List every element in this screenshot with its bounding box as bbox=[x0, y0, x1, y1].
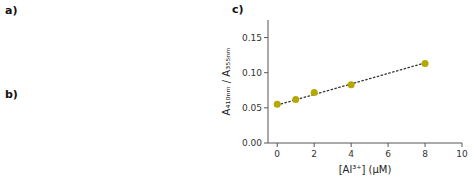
x-tick-label: 6 bbox=[385, 149, 391, 159]
x-tick bbox=[388, 143, 389, 147]
x-tick bbox=[314, 143, 315, 147]
scatter-point bbox=[311, 89, 318, 96]
panel-label: a) bbox=[5, 4, 17, 17]
y-tick-label: 0.10 bbox=[242, 68, 262, 78]
x-tick-label: 10 bbox=[456, 149, 468, 159]
y-tick bbox=[264, 72, 268, 73]
y-tick-label: 0.00 bbox=[242, 138, 262, 148]
x-tick-label: 2 bbox=[311, 149, 317, 159]
x-axis-line bbox=[268, 143, 462, 144]
panel-label: c) bbox=[232, 3, 244, 16]
y-tick bbox=[264, 143, 268, 144]
x-tick-label: 4 bbox=[348, 149, 354, 159]
plot-area bbox=[274, 60, 429, 108]
y-tick bbox=[264, 107, 268, 108]
scatter-point bbox=[274, 101, 281, 108]
y-tick-label: 0.15 bbox=[242, 33, 262, 43]
x-tick-label: 0 bbox=[274, 149, 280, 159]
scatter-point bbox=[348, 81, 355, 88]
x-tick bbox=[425, 143, 426, 147]
x-axis-label: [Al³⁺] (μM) bbox=[339, 164, 392, 175]
fit-line bbox=[277, 63, 425, 105]
scatter-point bbox=[422, 60, 429, 67]
x-tick-label: 8 bbox=[422, 149, 428, 159]
chart: 0 2 4 6 8 10 0.00 0.05 0.10 0.15 [Al³⁺] (μM) A₄₁₀ₙₘ… bbox=[0, 0, 474, 179]
scatter-point bbox=[292, 96, 299, 103]
x-tick bbox=[277, 143, 278, 147]
x-tick bbox=[462, 143, 463, 147]
y-tick bbox=[264, 37, 268, 38]
y-tick-label: 0.05 bbox=[242, 103, 262, 113]
panel-label: b) bbox=[5, 88, 18, 101]
x-tick bbox=[351, 143, 352, 147]
y-axis-line bbox=[268, 20, 269, 143]
y-axis-label: A₄₁₀ₙₘ / A₃₅₅ₙₘ bbox=[221, 48, 232, 116]
